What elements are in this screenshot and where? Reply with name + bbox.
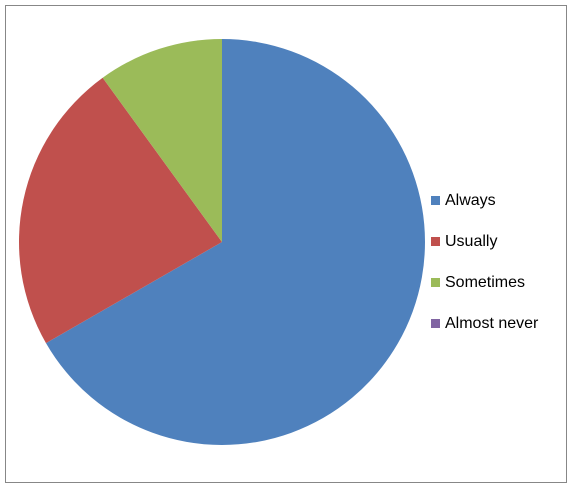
pie-slice-usually	[18, 77, 223, 344]
pie-slice-always	[45, 39, 425, 446]
legend: Always Usually Sometimes Almost never	[431, 180, 538, 344]
pie-chart	[18, 39, 425, 446]
pie-slices	[18, 39, 425, 446]
legend-swatch-almost-never	[431, 319, 440, 328]
chart-area: Always Usually Sometimes Almost never	[5, 5, 567, 483]
legend-label-sometimes: Sometimes	[445, 273, 526, 291]
legend-label-always: Always	[445, 191, 496, 209]
legend-item-always: Always	[431, 180, 538, 221]
legend-swatch-always	[431, 196, 440, 205]
legend-label-usually: Usually	[445, 232, 498, 250]
legend-label-almost-never: Almost never	[445, 314, 539, 332]
legend-swatch-usually	[431, 237, 440, 246]
legend-item-sometimes: Sometimes	[431, 262, 538, 303]
legend-item-almost-never: Almost never	[431, 303, 538, 344]
legend-item-usually: Usually	[431, 221, 538, 262]
legend-swatch-sometimes	[431, 278, 440, 287]
pie-slice-sometimes	[102, 39, 222, 242]
